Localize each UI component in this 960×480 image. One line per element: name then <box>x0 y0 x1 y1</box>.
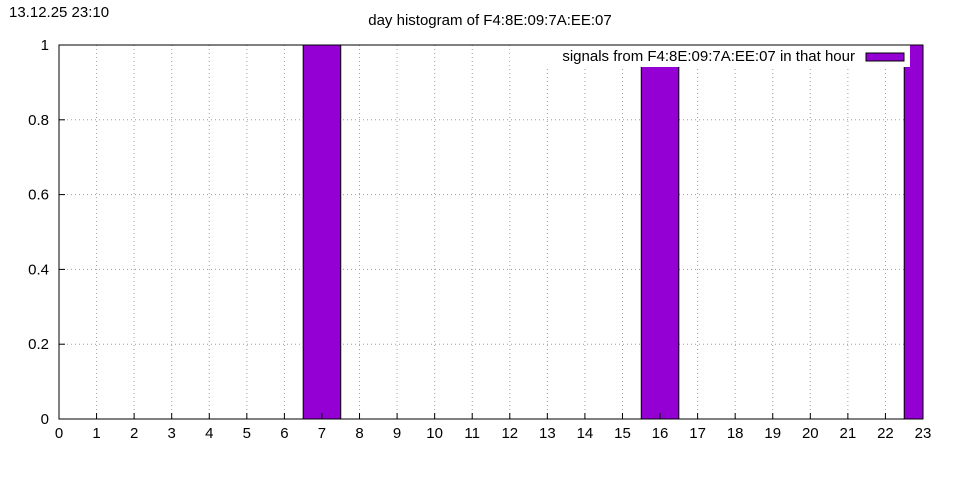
x-tick-label: 1 <box>92 425 100 442</box>
bars <box>302 44 924 420</box>
x-ticks: 0 1 2 3 4 5 6 7 8 9 10 11 12 13 14 15 16 17 18 19 20 21 22 23 <box>55 413 932 442</box>
x-tick-label: 15 <box>614 425 631 442</box>
x-tick-label: 23 <box>915 425 932 442</box>
x-tick-label: 20 <box>802 425 819 442</box>
x-tick-label: 18 <box>727 425 744 442</box>
x-tick-label: 2 <box>130 425 138 442</box>
y-tick-label: 0 <box>41 411 49 428</box>
x-tick-label: 6 <box>280 425 288 442</box>
x-tick-label: 3 <box>168 425 176 442</box>
legend: signals from F4:8E:09:7A:EE:07 in that h… <box>510 45 910 67</box>
bar-hour-16 <box>640 44 680 420</box>
y-tick-label: 0.4 <box>28 261 49 278</box>
grid-lines <box>59 45 923 419</box>
x-tick-label: 19 <box>764 425 781 442</box>
x-tick-label: 21 <box>840 425 857 442</box>
legend-background <box>510 45 910 67</box>
x-tick-label: 5 <box>243 425 251 442</box>
x-tick-label: 7 <box>318 425 326 442</box>
x-tick-label: 22 <box>877 425 894 442</box>
x-tick-label: 8 <box>355 425 363 442</box>
chart-title: day histogram of F4:8E:09:7A:EE:07 <box>368 12 612 29</box>
y-tick-label: 0.6 <box>28 187 49 204</box>
x-tick-label: 17 <box>689 425 706 442</box>
x-tick-label: 14 <box>577 425 594 442</box>
plot-frame <box>58 44 924 420</box>
x-tick-label: 12 <box>501 425 518 442</box>
x-tick-label: 4 <box>205 425 213 442</box>
bar-hour-7 <box>302 44 342 420</box>
y-ticks: 0 0.2 0.4 0.6 0.8 1 <box>28 37 65 428</box>
timestamp: 13.12.25 23:10 <box>9 4 110 21</box>
legend-label: signals from F4:8E:09:7A:EE:07 in that h… <box>562 48 855 65</box>
x-tick-label: 11 <box>464 425 480 442</box>
x-tick-label: 10 <box>426 425 443 442</box>
x-tick-label: 13 <box>539 425 556 442</box>
y-tick-label: 0.8 <box>28 112 49 129</box>
x-tick-label: 16 <box>652 425 669 442</box>
bar-hour-23 <box>903 44 924 420</box>
x-tick-label: 0 <box>55 425 63 442</box>
x-tick-label: 9 <box>393 425 401 442</box>
y-tick-label: 0.2 <box>28 336 49 353</box>
legend-swatch <box>865 52 905 62</box>
y-tick-label: 1 <box>41 37 49 54</box>
